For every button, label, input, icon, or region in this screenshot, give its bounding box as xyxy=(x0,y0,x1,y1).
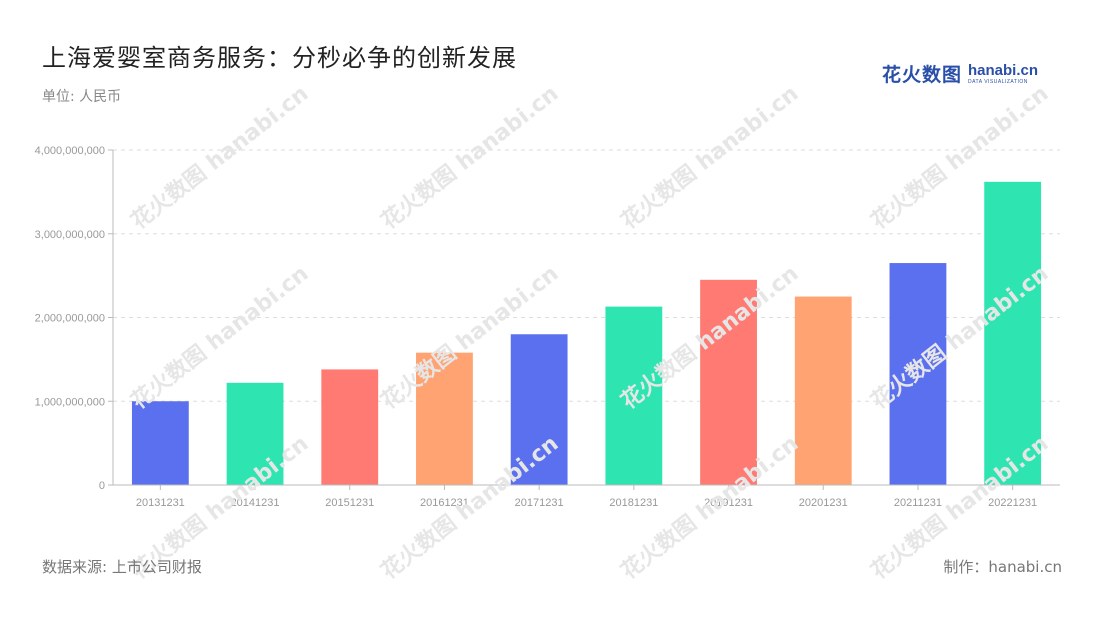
x-tick-label: 20151231 xyxy=(325,497,374,509)
x-tick-label: 20211231 xyxy=(894,497,942,509)
x-axis-ticks: 20131231 20141231 20151231 20161231 20171231… xyxy=(136,485,1037,509)
x-tick-label: 20221231 xyxy=(988,497,1037,509)
y-tick-label: 1,000,000,000 xyxy=(35,396,105,408)
x-tick-label: 20181231 xyxy=(609,497,658,509)
x-tick-label: 20161231 xyxy=(420,497,469,509)
bar-20191231 xyxy=(700,279,757,485)
bar-20141231 xyxy=(226,382,284,485)
logo-english-text: hanabi.cn xyxy=(967,61,1038,79)
data-source: 数据来源: 上市公司财报 xyxy=(42,558,202,576)
y-tick-label: 4,000,000,000 xyxy=(35,145,105,157)
bar-20181231 xyxy=(605,306,663,485)
x-tick-label: 20201231 xyxy=(799,497,848,509)
y-axis-ticks: 0 1,000,000,000 2,000,000,000 3,000,000,000… xyxy=(35,145,113,492)
logo-chinese-text: 花火数图 xyxy=(881,64,962,86)
logo-english-block: hanabi.cn DATA VISUALIZATION xyxy=(968,63,1038,85)
maker-credit: 制作：hanabi.cn xyxy=(943,558,1062,576)
grid-lines xyxy=(113,149,1060,402)
bar-20221231 xyxy=(984,181,1042,485)
x-tick-label: 20171231 xyxy=(515,497,564,509)
x-tick-label: 20131231 xyxy=(136,497,185,509)
bar-20131231 xyxy=(131,401,189,485)
bars xyxy=(131,181,1042,485)
bar-20161231 xyxy=(416,352,473,485)
bar-20201231 xyxy=(794,296,852,485)
y-tick-label: 3,000,000,000 xyxy=(35,229,105,241)
chart-title: 上海爱婴室商务服务：分秒必争的创新发展 xyxy=(42,44,517,72)
x-tick-label: 20141231 xyxy=(231,497,280,509)
brand-logo: 花火数图 hanabi.cn DATA VISUALIZATION xyxy=(882,60,1038,87)
logo-subtitle-text: DATA VISUALIZATION xyxy=(967,78,1028,85)
bar-20211231 xyxy=(889,263,947,485)
unit-label: 单位: 人民币 xyxy=(42,89,122,105)
bar-20151231 xyxy=(321,369,379,485)
bar-20171231 xyxy=(510,334,568,485)
x-tick-label: 20191231 xyxy=(704,497,753,509)
y-tick-label: 0 xyxy=(99,480,105,492)
y-tick-label: 2,000,000,000 xyxy=(35,313,105,325)
